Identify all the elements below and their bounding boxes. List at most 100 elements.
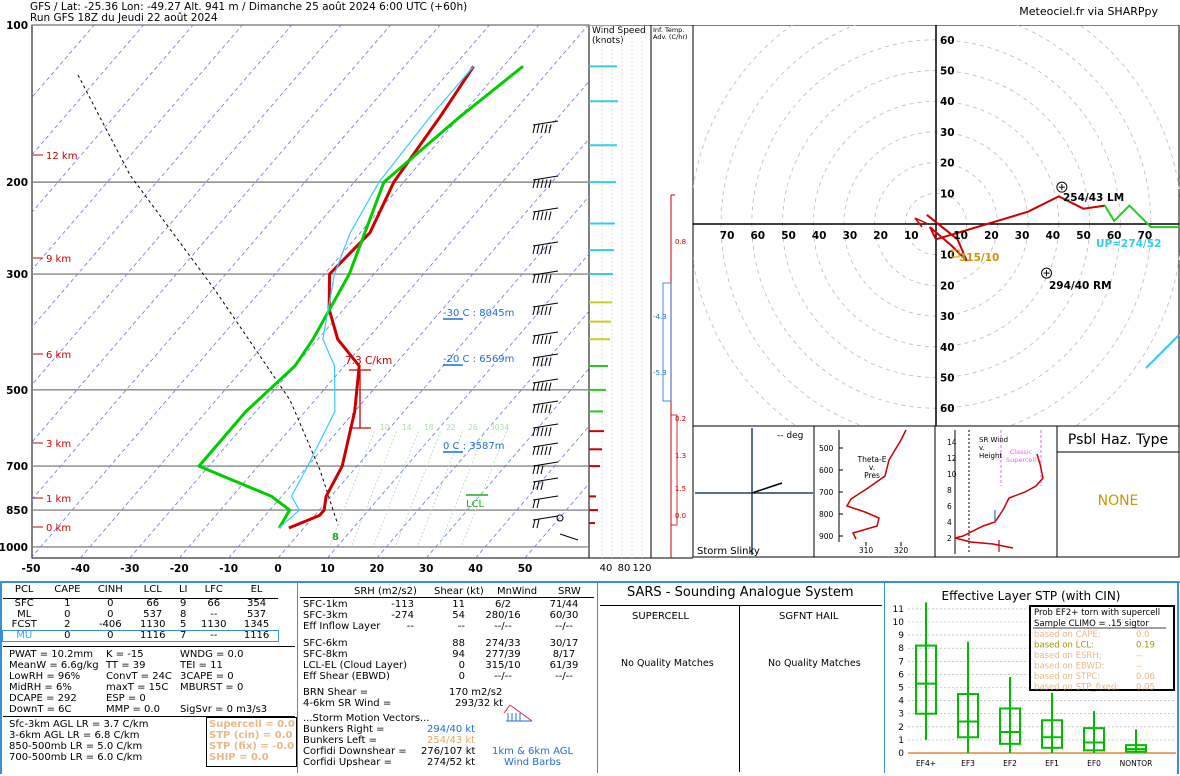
stp-category: EF2 [1003,759,1017,768]
parcel-row-fcst[interactable]: FCST 2 -406 1130 5 1130 1345 [3,619,278,631]
index-meanw: MeanW = 6.6g/kg [9,660,99,671]
lapse-sfc3: Sfc-3km AGL LR = 3.7 C/km [9,719,149,730]
wind-speed-subtitle: (knots) [592,36,624,46]
kin-cell: 88 [452,638,465,649]
barb-flag [548,404,552,414]
barb-flag [544,179,548,189]
stp-legend-title1: Prob EF2+ torn with supercell [1034,608,1160,618]
barb-flag [532,481,536,491]
kin-cell: 0 [458,660,465,671]
barb-flag [536,306,540,316]
hodo-ring-label: 30 [843,230,858,242]
stp-legend-value: 0.05 [1136,683,1155,693]
theta-xlabel: 320 [894,546,909,555]
parcel-row-mu[interactable]: MU 0 0 1116 7 -- 1116 [2,629,279,642]
mixing-ratio-label: 18 [424,423,434,432]
height-label: 9 km [46,254,71,265]
smv-rm-value: 294/40 kt [427,724,476,735]
barb-flag [548,124,552,134]
smv-cup-value: 274/52 kt [427,757,476,768]
index-mburst: MBURST = 0 [180,682,244,693]
infl-label: 1.3 [675,452,686,460]
sars-divider-v [739,605,740,772]
kin-cell: 94 [452,649,465,660]
theta-ylabel: 500 [819,444,834,453]
stp-legend-value: -- [1136,662,1142,672]
stp-legend-label: based on STP_fixed: [1034,683,1119,693]
kin-cell: 61/39 [549,660,579,671]
barb-flag [532,519,536,529]
parcel-cell: 9 [180,598,187,609]
parcel-panel: PCL CAPE CINH LCL LI LFC EL SFC 1 0 66 9… [2,584,295,642]
srw-super: Supercell [1006,456,1036,464]
barb-flag [536,427,540,437]
barb-flag [532,211,536,221]
kin-cell: --/-- [555,671,573,682]
sars-hail: SGFNT HAIL [779,611,839,622]
mixing-ratio-line [351,429,398,546]
bottom-right-edge [1177,581,1179,774]
srw-ylabel: 6 [947,502,952,511]
isotherm-line [178,80,589,558]
temp-label: 30 [419,563,434,575]
kin-cell: 0 [458,671,465,682]
barb-flag [540,211,544,221]
barb-flag [544,404,548,414]
theta-title3: Pres [864,471,880,480]
hazard-frame [1056,426,1180,558]
barb-flag [540,274,544,284]
isotherm-line [327,253,589,558]
stp-ytick: 2 [898,723,904,733]
sfc-marker: 8 [332,532,339,543]
stp-box [957,693,979,739]
stp-ytick: 7 [898,657,904,667]
parcel-cell: ML [17,608,32,620]
stp-box-nontor: NONTOR [1120,729,1152,768]
theta-e-content: 500 600 700 800 900 310 320 Theta-Ev.Pres [819,429,909,555]
barb-flag [532,404,536,414]
kin-cell: 315/10 [485,660,521,671]
barb-flag [532,427,536,437]
pressure-label: 500 [6,385,28,397]
hodo-ring-label: 30 [1015,230,1030,242]
parcel-divider [3,646,295,647]
parcel-row-sfc[interactable]: SFC 1 0 66 9 66 354 [3,598,278,610]
kin-divider-left [297,583,298,773]
parcel-cell: 66 [146,598,160,609]
wind-barb [532,120,559,134]
hodo-ring-label: 10 [940,188,955,200]
stp-box-ef4plus: EF4+ [915,602,937,768]
parcel-cell: 354 [247,598,267,609]
barb-flag [548,446,552,456]
kin-cell: -- [406,621,414,632]
stp-ytick: 10 [893,618,905,628]
parcel-row-ml[interactable]: ML 0 0 537 8 -- 537 [3,608,278,621]
index-midrh: MidRH = 6% [9,682,72,693]
kin-cell: --/-- [555,621,573,632]
hodo-ring-label: 20 [940,280,955,292]
barb-staff [532,120,559,126]
hodo-ring-label: 60 [940,35,955,47]
index-sigsvr: SigSvr = 0 m3/s3 [180,704,268,715]
kin-cell: 60/30 [549,610,579,621]
stp-legend-title2: Sample CLIMO = .15 sigtor [1034,619,1149,629]
ws-axis-label: 40 [600,563,613,574]
temp-label: 0 [274,563,281,575]
stp-category: EF4+ [916,759,936,768]
barb-flag [536,245,540,255]
barb-flag [544,382,548,392]
temp-label: 50 [518,563,533,575]
stp-divider-left [884,583,885,773]
index-wndg: WNDG = 0.0 [180,649,244,660]
parcel-cell: 1130 [201,619,227,630]
barb-flag [544,427,548,437]
dry-adiabat [77,74,339,526]
smv-lm-label: Bunkers Left = [303,735,377,746]
kin-cell: 274/33 [485,638,521,649]
lapse-rate-label: 7.3 C/km [345,355,392,367]
isotherm-line [32,25,391,443]
srw-ylabel: 4 [947,518,952,527]
smv-cdn-label: Corfidi Downshear = [303,746,407,757]
brn-label: BRN Shear = [303,687,369,698]
